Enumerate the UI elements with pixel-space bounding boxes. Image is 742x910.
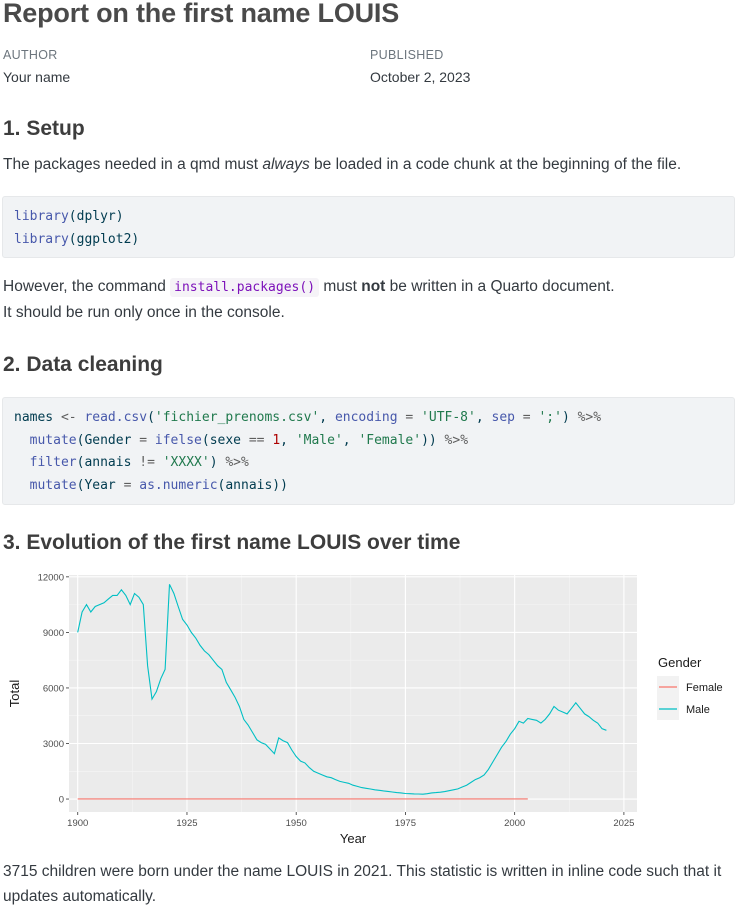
y-axis-title: Total: [7, 680, 22, 708]
setup-emphasis: always: [262, 156, 310, 173]
code-token: 'XXXX': [154, 455, 210, 470]
code-token: 'Male': [295, 432, 343, 448]
y-tick-label: 0: [59, 795, 64, 806]
code-token: mutate: [29, 477, 77, 493]
code-block-cleaning[interactable]: names <- read.csv('fichier_prenoms.csv',…: [2, 397, 735, 505]
code-block-setup[interactable]: library(dplyr) library(ggplot2): [2, 196, 735, 258]
y-tick-label: 9000: [43, 628, 64, 639]
code-token: sep: [491, 410, 515, 425]
inline-code: install.packages(): [170, 278, 320, 297]
code-token: %>%: [577, 410, 602, 425]
install-text-3: be written in a Quarto document.: [385, 278, 615, 295]
code-token: !=: [139, 455, 155, 470]
code-token: (Year: [76, 477, 124, 493]
section-heading-cleaning: 2. Data cleaning: [3, 353, 163, 376]
axes: 1900 1925 1950 1975 2000 2025 0 3000 6000 9000 120…: [38, 572, 635, 829]
code-token: as.numeric: [131, 477, 218, 493]
code-token: (annais: [76, 455, 140, 470]
code-token: 1: [264, 432, 281, 448]
x-tick-label: 2025: [613, 818, 634, 829]
y-tick-label: 3000: [43, 739, 64, 750]
code-token: ,: [342, 432, 359, 448]
grid-lines: [69, 575, 637, 812]
code-token: %>%: [444, 432, 469, 448]
y-tick-label: 12000: [38, 572, 64, 583]
code-token: ==: [248, 432, 265, 448]
code-token: %>%: [225, 455, 249, 470]
legend-label-male: Male: [686, 704, 710, 716]
install-paragraph: However, the command install.packages() …: [3, 274, 615, 301]
setup-text-2: be loaded in a code chunk at the beginni…: [309, 156, 682, 173]
x-tick-label: 1975: [395, 818, 416, 829]
code-token: (annais)): [217, 477, 288, 493]
code-token: (: [147, 410, 155, 425]
legend-title: Gender: [658, 655, 702, 670]
code-token: names: [14, 410, 61, 425]
code-token: ,: [475, 410, 492, 425]
code-token: (dplyr): [68, 209, 124, 224]
y-tick-label: 6000: [43, 683, 64, 694]
code-token: ): [561, 410, 578, 425]
code-token: library: [14, 231, 69, 247]
legend-label-female: Female: [686, 682, 723, 694]
author-value: Your name: [3, 69, 71, 85]
code-token: read.csv: [76, 410, 148, 425]
code-token: (sexe: [201, 432, 249, 448]
code-token: ): [209, 455, 226, 470]
x-tick-label: 1950: [286, 818, 307, 829]
summary-line-1: 3715 children were born under the name L…: [3, 863, 722, 880]
code-token: encoding: [334, 410, 398, 425]
x-axis-title: Year: [340, 831, 367, 845]
install-strong: not: [361, 278, 386, 295]
code-token: ,: [280, 432, 296, 448]
page-title: Report on the first name LOUIS: [3, 0, 400, 28]
published-value: October 2, 2023: [370, 69, 471, 85]
code-token: =: [139, 432, 148, 448]
code-token: =: [123, 477, 132, 493]
series-line-male: [77, 584, 607, 795]
legend: Gender Female Male: [657, 655, 723, 720]
code-token: ifelse: [147, 432, 202, 448]
code-token: (ggplot2): [68, 231, 140, 247]
author-label: AUTHOR: [3, 48, 58, 62]
code-token: (Gender: [76, 432, 140, 448]
section-heading-evolution: 3. Evolution of the first name LOUIS ove…: [3, 531, 461, 554]
code-token: ';': [538, 410, 562, 425]
code-token: ,: [319, 410, 335, 425]
setup-text-1: The packages needed in a qmd must: [3, 156, 263, 173]
code-token: 'fichier_prenoms.csv': [154, 410, 320, 425]
code-token: 'Female': [358, 432, 422, 448]
console-paragraph: It should be run only once in the consol…: [3, 304, 285, 321]
summary-line-2: updates automatically.: [3, 888, 157, 905]
line-chart: 1900 1925 1950 1975 2000 2025 0 3000 6000 9000 120…: [7, 572, 723, 845]
plot-panel: [69, 575, 637, 812]
code-token: =: [397, 410, 422, 425]
code-token: <-: [60, 410, 77, 425]
section-heading-setup: 1. Setup: [3, 117, 85, 140]
install-text-1: However, the command: [3, 278, 171, 295]
x-tick-label: 1900: [67, 818, 88, 829]
published-label: PUBLISHED: [370, 48, 444, 62]
code-token: mutate: [29, 432, 77, 448]
x-tick-label: 1925: [176, 818, 197, 829]
code-token: )): [421, 432, 445, 448]
setup-paragraph: The packages needed in a qmd must always…: [3, 152, 681, 178]
install-text-2: must: [319, 278, 362, 295]
x-tick-label: 2000: [504, 818, 525, 829]
code-token: library: [14, 209, 69, 224]
code-token: =: [514, 410, 539, 425]
series-layer: [77, 584, 607, 800]
code-token: 'UTF-8': [421, 410, 476, 425]
code-token: filter: [29, 455, 77, 470]
